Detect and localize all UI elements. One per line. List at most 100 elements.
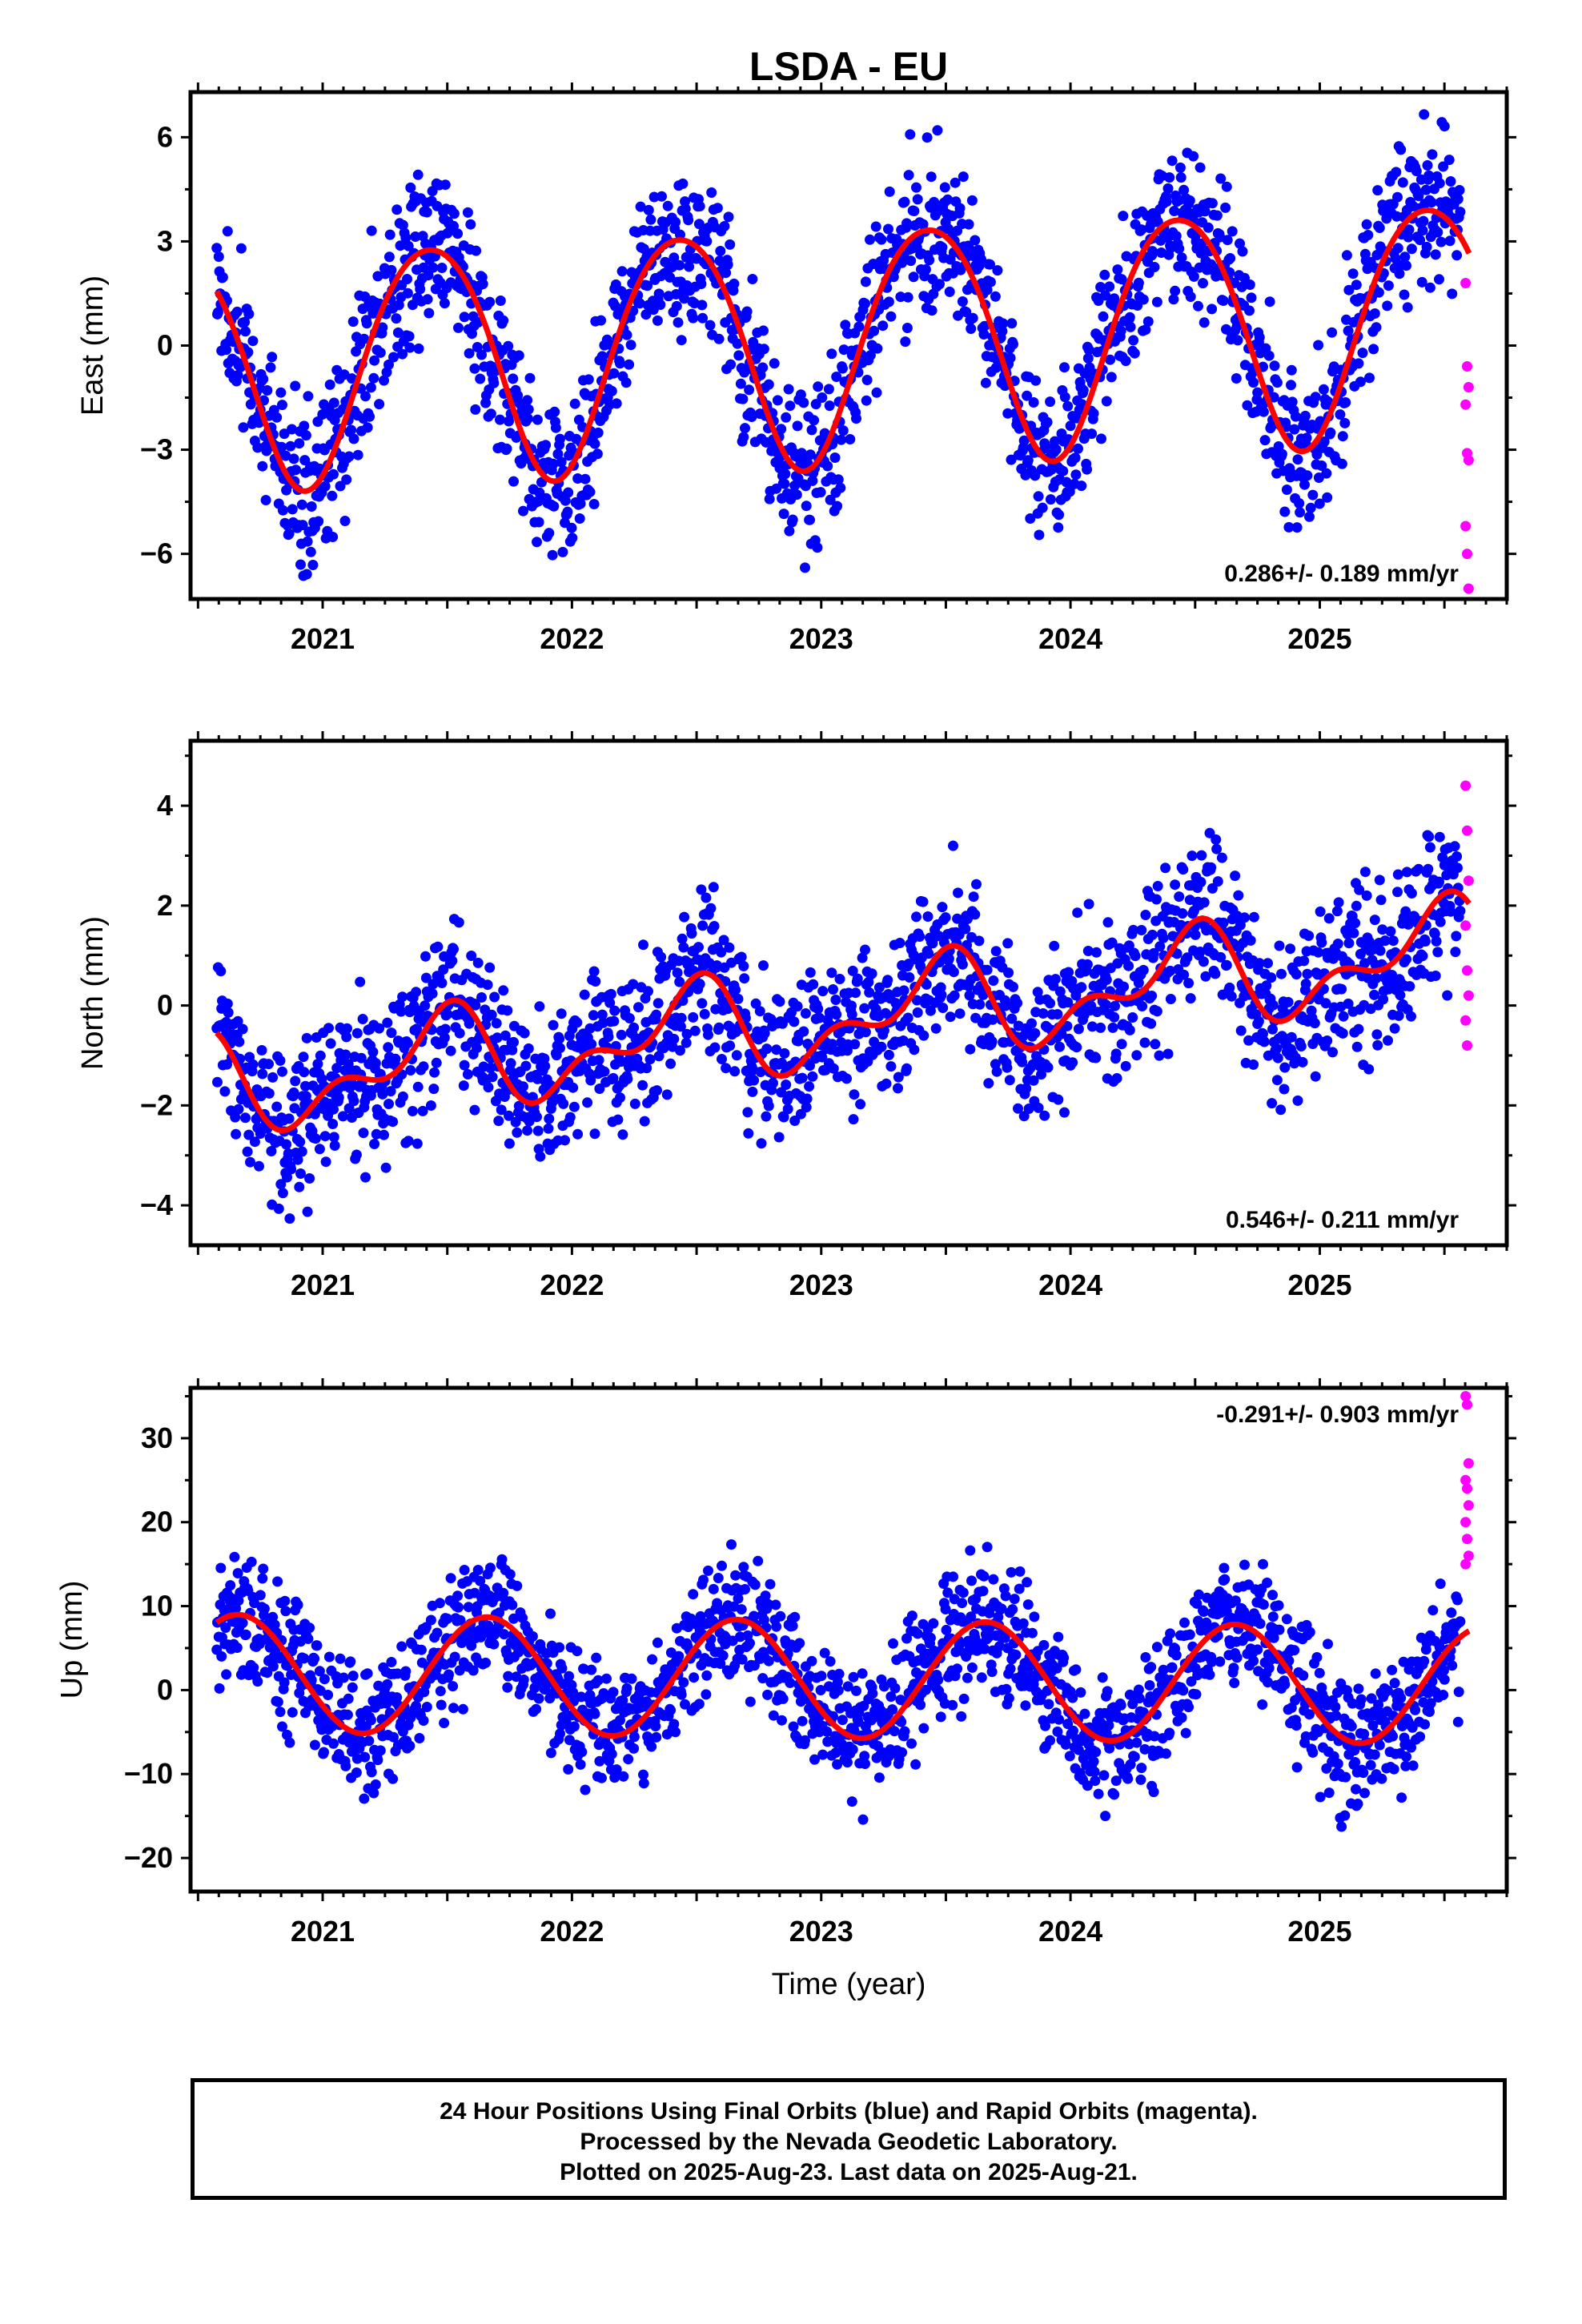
- final-orbit-point: [252, 1676, 263, 1687]
- final-orbit-point: [1239, 912, 1250, 923]
- final-orbit-point: [572, 1017, 583, 1028]
- final-orbit-point: [415, 283, 426, 295]
- final-orbit-point: [572, 1646, 583, 1657]
- final-orbit-point: [586, 1039, 597, 1050]
- final-orbit-point: [877, 320, 889, 332]
- final-orbit-point: [628, 1743, 640, 1754]
- final-orbit-point: [922, 911, 934, 922]
- final-orbit-point: [777, 1018, 788, 1029]
- final-orbit-point: [421, 207, 432, 218]
- final-orbit-point: [513, 1100, 524, 1112]
- final-orbit-point: [386, 264, 397, 275]
- final-orbit-point: [1071, 1042, 1082, 1053]
- final-orbit-point: [920, 264, 931, 275]
- final-orbit-point: [899, 196, 910, 207]
- final-orbit-point: [1313, 472, 1324, 483]
- final-orbit-point: [893, 1072, 904, 1083]
- final-orbit-point: [1248, 911, 1259, 923]
- final-orbit-point: [736, 951, 747, 963]
- final-orbit-point: [1216, 852, 1227, 863]
- final-orbit-point: [418, 262, 429, 273]
- final-orbit-point: [237, 1023, 248, 1035]
- final-orbit-point: [717, 1650, 729, 1661]
- final-orbit-point: [552, 448, 564, 460]
- final-orbit-point: [448, 1703, 459, 1714]
- final-orbit-point: [411, 987, 422, 998]
- final-orbit-point: [410, 231, 421, 242]
- final-orbit-point: [753, 1555, 764, 1566]
- final-orbit-point: [637, 1080, 648, 1091]
- final-orbit-point: [556, 1663, 568, 1674]
- final-orbit-point: [1188, 271, 1199, 282]
- final-orbit-point: [1005, 1663, 1016, 1675]
- final-orbit-point: [1321, 468, 1332, 479]
- final-orbit-point: [421, 1702, 432, 1712]
- final-orbit-point: [915, 1699, 926, 1711]
- final-orbit-point: [585, 1075, 596, 1086]
- rapid-orbit-point: [1460, 780, 1472, 791]
- final-orbit-point: [445, 1573, 456, 1584]
- final-orbit-point: [1083, 899, 1094, 910]
- final-orbit-point: [484, 962, 496, 973]
- final-orbit-point: [831, 1009, 842, 1020]
- final-orbit-point: [1394, 268, 1405, 279]
- final-orbit-point: [1327, 1047, 1338, 1058]
- final-orbit-point: [739, 973, 750, 984]
- final-orbit-point: [847, 965, 858, 976]
- final-orbit-point: [966, 1575, 977, 1586]
- final-orbit-point: [997, 326, 1008, 336]
- final-orbit-point: [1313, 340, 1324, 351]
- final-orbit-point: [375, 347, 386, 358]
- final-orbit-point: [596, 1009, 608, 1020]
- final-orbit-point: [857, 1814, 869, 1825]
- final-orbit-point: [575, 498, 586, 509]
- final-orbit-point: [387, 1116, 399, 1128]
- final-orbit-point: [1244, 305, 1255, 316]
- final-orbit-point: [695, 1610, 706, 1622]
- final-orbit-point: [292, 1154, 303, 1165]
- velocity-rate-label: 0.546+/- 0.211 mm/yr: [1226, 1207, 1459, 1233]
- final-orbit-point: [1387, 935, 1399, 947]
- final-orbit-point: [909, 1044, 920, 1055]
- final-orbit-point: [554, 1033, 565, 1044]
- final-orbit-point: [615, 358, 625, 369]
- final-orbit-point: [1017, 1056, 1028, 1068]
- final-orbit-point: [363, 1735, 375, 1747]
- final-orbit-point: [1271, 377, 1283, 388]
- final-orbit-point: [470, 999, 481, 1011]
- final-orbit-point: [618, 1771, 629, 1782]
- final-orbit-point: [359, 1751, 371, 1763]
- final-orbit-point: [1423, 831, 1435, 842]
- final-orbit-point: [527, 1092, 538, 1103]
- final-orbit-point: [567, 533, 578, 544]
- final-orbit-point: [1339, 417, 1351, 428]
- final-orbit-point: [721, 267, 732, 279]
- final-orbit-point: [288, 453, 299, 464]
- final-orbit-point: [696, 884, 707, 895]
- final-orbit-point: [785, 1677, 796, 1688]
- final-orbit-point: [1225, 253, 1236, 263]
- final-orbit-point: [472, 342, 483, 352]
- final-orbit-point: [893, 1083, 903, 1094]
- final-orbit-point: [681, 1037, 692, 1048]
- final-orbit-point: [245, 1156, 255, 1168]
- final-orbit-point: [996, 1603, 1007, 1614]
- final-orbit-point: [1369, 989, 1379, 1000]
- final-orbit-point: [469, 1104, 480, 1116]
- final-orbit-point: [716, 947, 727, 958]
- final-orbit-point: [1170, 285, 1181, 296]
- final-orbit-point: [608, 1687, 619, 1698]
- final-orbit-point: [987, 1014, 998, 1025]
- final-orbit-point: [507, 1044, 518, 1055]
- final-orbit-point: [911, 911, 921, 923]
- final-orbit-point: [279, 428, 290, 440]
- final-orbit-point: [1130, 951, 1141, 962]
- final-orbit-point: [1054, 509, 1065, 521]
- final-orbit-point: [1158, 932, 1169, 943]
- final-orbit-point: [1090, 1747, 1102, 1758]
- final-orbit-point: [341, 1031, 352, 1043]
- final-orbit-point: [504, 1569, 516, 1580]
- final-orbit-point: [1361, 219, 1372, 230]
- final-orbit-point: [1327, 327, 1338, 338]
- final-orbit-point: [486, 1009, 497, 1020]
